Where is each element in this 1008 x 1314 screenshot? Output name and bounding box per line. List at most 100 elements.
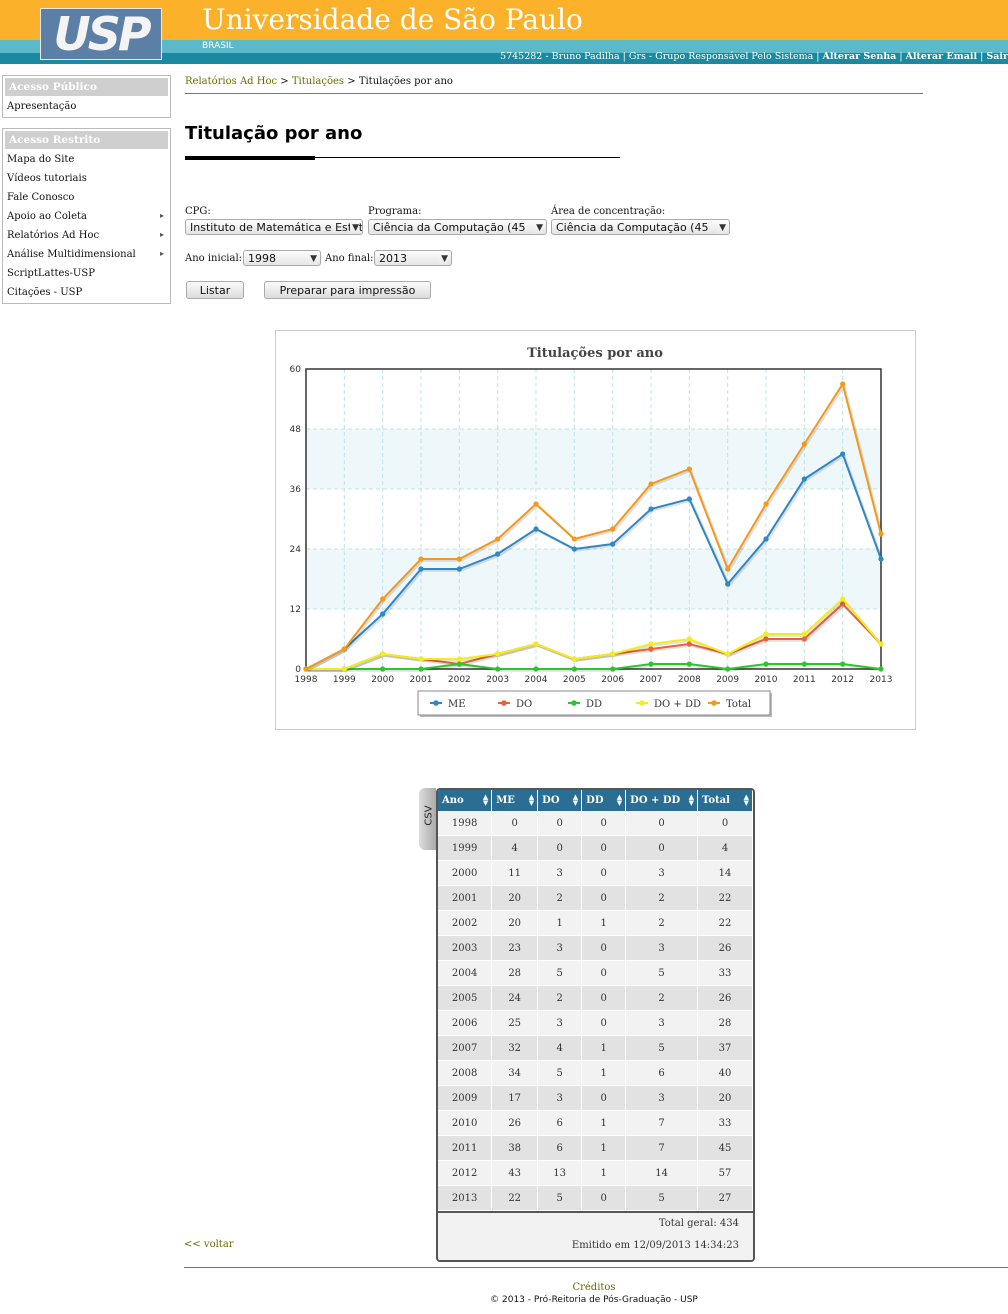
back-link[interactable]: << voltar xyxy=(184,1239,234,1250)
table-cell: 2 xyxy=(625,985,699,1011)
x-tick-label: 2011 xyxy=(793,675,816,685)
sort-icon[interactable]: ▲ ▼ xyxy=(743,792,749,807)
table-cell: 13 xyxy=(537,1160,583,1186)
column-header-label: DO + DD xyxy=(630,795,681,806)
table-cell: 1998 xyxy=(438,811,493,836)
cpg-select[interactable]: Instituto de Matemática e Estatística▼ xyxy=(185,219,363,235)
series-shadow xyxy=(307,598,884,672)
y-tick-label: 0 xyxy=(295,665,301,675)
table-cell: 1999 xyxy=(438,835,493,861)
breadcrumb-relatorios[interactable]: Relatórios Ad Hoc xyxy=(185,76,278,87)
public-access-title: Acesso Público xyxy=(5,78,168,96)
sidebar-item[interactable]: Vídeos tutoriais xyxy=(3,170,170,189)
table-cell: 0 xyxy=(491,811,539,836)
area-select-value: Ciência da Computação (45 xyxy=(556,221,709,234)
data-point xyxy=(610,526,616,532)
data-point xyxy=(801,441,807,447)
sidebar-item[interactable]: Relatórios Ad Hoc ▸ xyxy=(3,227,170,246)
sort-icon[interactable]: ▲ ▼ xyxy=(616,792,623,807)
column-header[interactable]: ME ▲ ▼ xyxy=(491,790,539,811)
sidebar-item[interactable]: Fale Conosco xyxy=(3,189,170,208)
change-password-link[interactable]: Alterar Senha xyxy=(822,51,897,62)
table-cell: 0 xyxy=(581,860,627,886)
csv-export-tab[interactable]: CSV xyxy=(419,788,436,850)
table-cell: 24 xyxy=(491,985,539,1011)
series-line-dd xyxy=(306,662,882,671)
sort-icon[interactable]: ▲ ▼ xyxy=(572,792,579,807)
table-cell: 3 xyxy=(537,860,583,886)
data-point xyxy=(648,481,654,487)
usp-logo[interactable]: USP xyxy=(40,7,162,61)
column-header[interactable]: Total ▲ ▼ xyxy=(697,790,753,811)
ano-inicial-select[interactable]: 1998 ▼ xyxy=(243,250,321,266)
table-cell: 0 xyxy=(581,935,627,961)
data-point xyxy=(495,666,501,672)
change-email-link[interactable]: Alterar Email xyxy=(905,51,978,62)
credits-link[interactable]: Créditos xyxy=(572,1282,616,1293)
ano-inicial-value: 1998 xyxy=(248,252,276,265)
sidebar-item-apresentacao[interactable]: Apresentação xyxy=(7,101,77,112)
ano-final-value: 2013 xyxy=(379,252,407,265)
data-point xyxy=(456,661,462,667)
chevron-down-icon: ▼ xyxy=(350,220,359,234)
ano-final-select[interactable]: 2013 ▼ xyxy=(374,250,452,266)
table-row: 2009 17 3 0 3 20 xyxy=(438,1085,753,1111)
listar-button[interactable]: Listar xyxy=(186,281,244,299)
print-button[interactable]: Preparar para impressão xyxy=(264,281,431,299)
sort-icon[interactable]: ▲ ▼ xyxy=(482,792,489,807)
y-tick-label: 36 xyxy=(290,485,302,495)
total-geral: Total geral: 434 xyxy=(658,1218,739,1229)
table-cell: 43 xyxy=(491,1160,539,1186)
data-point xyxy=(418,666,424,672)
table-cell: 40 xyxy=(697,1060,753,1086)
header-band xyxy=(0,40,1008,53)
table-cell: 3 xyxy=(537,1085,583,1111)
data-point xyxy=(763,536,769,542)
series-shadow xyxy=(307,603,884,672)
table-cell: 3 xyxy=(625,860,699,886)
data-point xyxy=(610,541,616,547)
table-cell: 7 xyxy=(625,1135,699,1161)
sidebar-item[interactable]: Apoio ao Coleta ▸ xyxy=(3,208,170,227)
legend-label: DD xyxy=(586,699,602,710)
sort-icon[interactable]: ▲ ▼ xyxy=(688,792,695,807)
table-row: 2004 28 5 0 5 33 xyxy=(438,960,753,986)
table-cell: 0 xyxy=(581,835,627,861)
table-cell: 6 xyxy=(537,1110,583,1136)
x-tick-label: 2007 xyxy=(640,675,663,685)
x-tick-label: 1998 xyxy=(295,675,318,685)
data-point xyxy=(533,501,539,507)
data-point xyxy=(725,566,731,572)
column-header[interactable]: Ano ▲ ▼ xyxy=(438,790,493,811)
data-point xyxy=(878,531,884,537)
column-header[interactable]: DD ▲ ▼ xyxy=(581,790,627,811)
sidebar-item-label: Análise Multidimensional xyxy=(7,249,136,260)
area-select[interactable]: Ciência da Computação (45 ▼ xyxy=(551,219,730,235)
table-cell: 5 xyxy=(537,1060,583,1086)
breadcrumb-titulacoes[interactable]: Titulações xyxy=(291,76,345,87)
table-cell: 3 xyxy=(625,935,699,961)
sidebar-item[interactable]: Citações - USP xyxy=(3,284,170,303)
data-point xyxy=(495,536,501,542)
legend-marker xyxy=(433,700,439,706)
table-cell: 0 xyxy=(697,811,753,836)
table-cell: 0 xyxy=(625,835,699,861)
data-point xyxy=(456,656,462,662)
table-cell: 4 xyxy=(697,835,753,861)
data-point xyxy=(686,661,692,667)
sidebar-item[interactable]: Mapa do Site xyxy=(3,151,170,170)
table-cell: 32 xyxy=(491,1035,539,1061)
programa-select[interactable]: Ciência da Computação (45 ▼ xyxy=(368,219,547,235)
table-cell: 2006 xyxy=(438,1010,493,1036)
y-tick-label: 60 xyxy=(290,365,302,375)
chart-container: Titulações por ano 0 12 24 36 48 60 1998 1999 20… xyxy=(275,330,916,730)
sort-icon[interactable]: ▲ ▼ xyxy=(528,792,535,807)
sidebar-item[interactable]: ScriptLattes-USP xyxy=(3,265,170,284)
column-header[interactable]: DO + DD ▲ ▼ xyxy=(625,790,699,811)
column-header-label: Total xyxy=(702,795,730,806)
sidebar-item[interactable]: Análise Multidimensional ▸ xyxy=(3,246,170,265)
table-cell: 11 xyxy=(491,860,539,886)
x-tick-label: 2002 xyxy=(448,675,471,685)
logout-link[interactable]: Sair xyxy=(986,51,1008,62)
column-header[interactable]: DO ▲ ▼ xyxy=(537,790,583,811)
